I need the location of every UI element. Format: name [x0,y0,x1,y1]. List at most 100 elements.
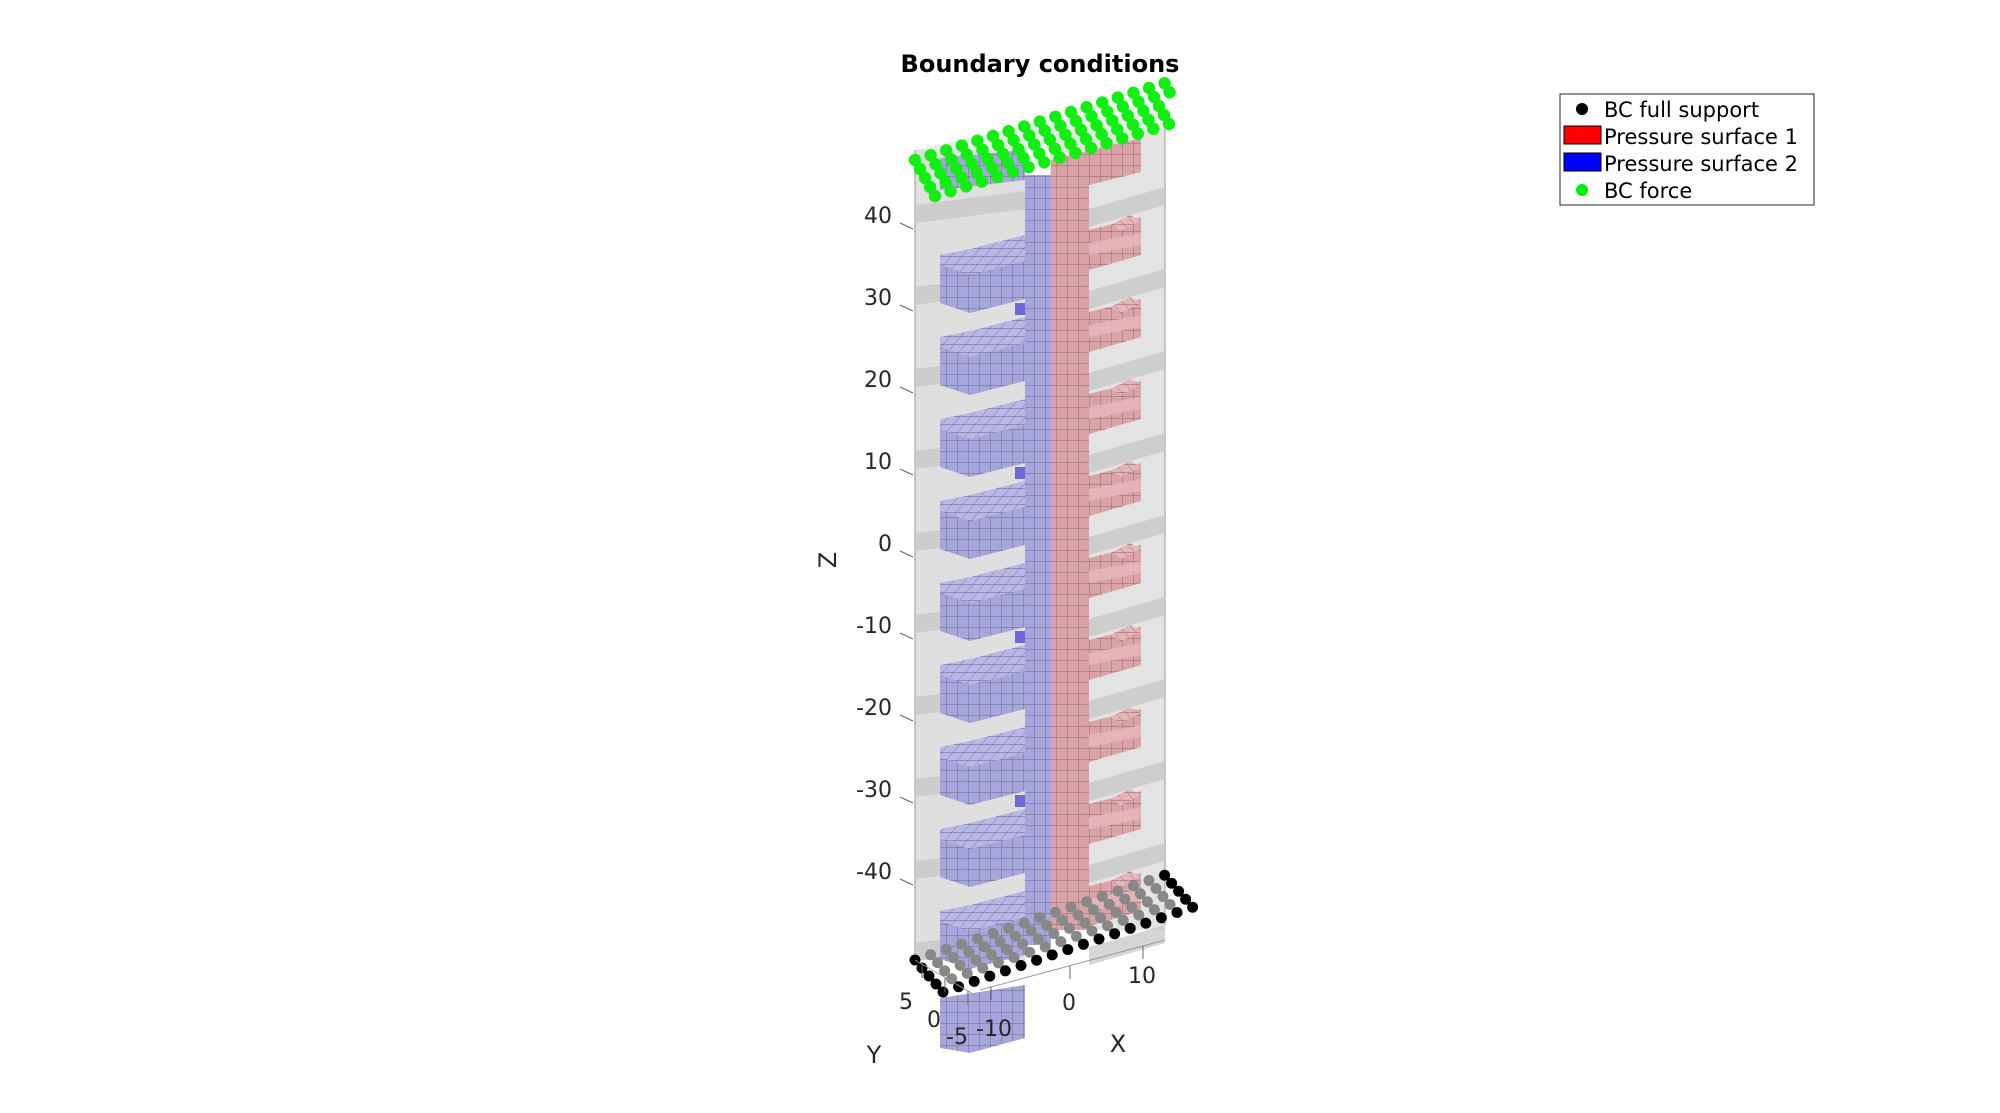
bc-support-dot [1117,914,1129,926]
bc-force-dot [1022,161,1035,174]
shelf-left [915,191,1025,223]
blue-finger-side [940,593,970,641]
bc-support-dot [1155,912,1167,924]
legend-label-bc-full-support: BC full support [1604,98,1759,122]
z-tick-label: -20 [856,696,892,721]
bc-support-dot [1056,914,1068,926]
bc-support-dot [1088,904,1100,916]
red-finger-ledge [1089,233,1141,255]
z-tick-label: 20 [864,368,892,393]
z-tick-mark [899,632,914,640]
legend-patch-pressure-surface-1 [1563,125,1602,145]
bc-support-dot [992,957,1004,969]
bc-support-dot [1134,888,1146,900]
bc-support-dot [963,946,975,958]
blue-notch [1015,467,1025,479]
blue-finger-side [940,265,970,313]
z-tick-label: 30 [864,286,892,311]
y-tick-0: 0 [927,1008,941,1033]
bc-force-dot [1162,117,1176,131]
x-tick-0: 0 [1062,991,1076,1016]
bc-support-dot [994,936,1006,947]
red-finger-top [1110,297,1141,313]
bc-force-dot [1069,146,1082,159]
z-tick-mark [899,222,914,230]
bc-support-dot [1046,949,1058,961]
bc-force-dot [1131,127,1145,140]
bc-support-dot [1112,885,1124,897]
bc-support-dot [1110,906,1122,918]
shelf-right [1089,515,1165,555]
bc-support-dot [1133,909,1145,921]
z-tick-mark [899,468,914,476]
bc-support-dot [946,973,958,985]
bc-support-dot [1143,875,1155,886]
bc-support-dot [984,970,996,982]
bc-support-dot [1049,906,1061,918]
blue-finger-side [940,511,970,559]
red-finger-ledge [1089,889,1141,911]
bc-support-dot [1157,891,1169,902]
bc-support-dot [1034,912,1046,924]
pressure-surface-1 [1051,138,1141,930]
bc-force-dot [1084,141,1098,155]
shelf-right [1089,433,1165,473]
bc-full-support-markers [909,869,1199,998]
blue-notch [1015,795,1025,807]
bc-support-dot [1141,896,1153,908]
red-finger-top [1110,461,1141,477]
bc-force-dot [944,185,957,198]
bc-support-dot [1166,877,1178,889]
blue-finger-front [970,671,1025,723]
legend-patch-pressure-surface-2 [1563,152,1602,172]
bc-support-dot [1062,944,1074,956]
bc-support-dot [1148,904,1160,916]
red-finger-top [1110,707,1141,723]
legend-label-bc-force: BC force [1604,179,1692,203]
blue-finger [940,985,1025,1053]
bc-support-dot [937,986,949,998]
bc-support-dot [1109,928,1121,940]
bc-support-dot [1093,933,1105,945]
bc-support-dot [1031,954,1043,966]
bc-support-dot [1003,922,1015,934]
bc-support-dot [956,938,968,950]
blue-notch [1015,631,1025,643]
red-finger-ledge [1089,397,1141,419]
blue-finger-front [970,753,1025,805]
blue-finger-front [970,261,1025,313]
bc-support-dot [971,933,983,945]
bc-force-dot [1147,122,1160,135]
red-finger-top [1110,543,1141,559]
red-finger-ledge [1089,479,1141,501]
shelf-right [1089,761,1165,801]
bc-force-dot [1006,165,1020,179]
blue-finger-front [970,589,1025,641]
bc-support-dot [1081,896,1093,908]
z-tick-label: -10 [856,614,892,639]
bc-support-dot [954,959,966,971]
red-finger-top [1110,379,1141,395]
bc-support-dot [1124,922,1136,934]
bc-support-dot [1096,890,1108,902]
bc-support-dot [985,949,997,961]
bc-support-dot [1164,899,1176,910]
blue-finger-side [940,347,970,395]
bc-force-dot [1038,156,1051,169]
bc-support-dot [1055,936,1067,948]
bc-support-dot [1103,898,1115,910]
bc-support-dot [961,967,973,979]
shelf-right [1089,269,1165,309]
y-axis-label: Y [866,1041,882,1069]
bc-force-dot [1053,151,1067,164]
bc-support-dot [1150,883,1162,894]
bc-support-dot [1127,880,1139,892]
bc-support-dot [1070,930,1082,942]
red-finger-ledge [1089,643,1141,665]
x-axis-label: X [1110,1030,1126,1058]
shelf-right [1089,597,1165,637]
bc-support-dot [1072,909,1084,921]
bc-support-dot [1032,933,1044,945]
bc-force-dot [928,189,942,203]
